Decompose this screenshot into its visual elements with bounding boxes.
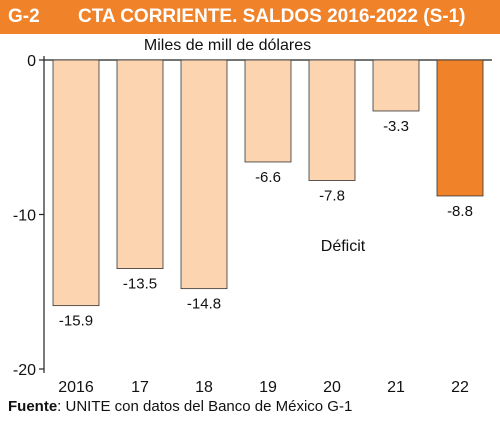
bar bbox=[52, 59, 100, 307]
chart-id: G-2 bbox=[8, 6, 40, 27]
bar bbox=[436, 59, 484, 197]
bar bbox=[116, 59, 164, 269]
x-tick-label: 18 bbox=[195, 379, 213, 396]
y-tick-label: 0 bbox=[27, 53, 36, 70]
unit-label: Miles de mill de dólares bbox=[143, 37, 312, 54]
x-tick-label: 21 bbox=[387, 379, 405, 396]
data-label: -8.8 bbox=[447, 203, 473, 220]
bar bbox=[308, 59, 356, 181]
x-tick-label: 19 bbox=[259, 379, 277, 396]
chart-title: CTA CORRIENTE. SALDOS 2016-2022 (S-1) bbox=[78, 6, 466, 27]
deficit-annotation: Déficit bbox=[321, 238, 366, 255]
data-label: -3.3 bbox=[383, 118, 409, 135]
chart-header: G-2 CTA CORRIENTE. SALDOS 2016-2022 (S-1… bbox=[0, 0, 500, 34]
x-tick-label: 2016 bbox=[58, 379, 94, 396]
x-tick-label: 17 bbox=[131, 379, 149, 396]
bar bbox=[180, 59, 228, 290]
y-tick-label: -10 bbox=[13, 208, 36, 225]
data-label: -6.6 bbox=[255, 169, 281, 186]
source-label: Fuente bbox=[8, 398, 58, 415]
bar bbox=[372, 59, 420, 112]
x-tick-label: 22 bbox=[451, 379, 469, 396]
y-tick-label: -20 bbox=[13, 362, 36, 379]
x-tick-label: 20 bbox=[323, 379, 341, 396]
data-label: -14.8 bbox=[187, 296, 221, 313]
data-label: -15.9 bbox=[59, 313, 93, 330]
source-note: Fuente: UNITE con datos del Banco de Méx… bbox=[8, 398, 352, 415]
data-label: -13.5 bbox=[123, 276, 157, 293]
data-label: -7.8 bbox=[319, 188, 345, 205]
bar bbox=[244, 59, 292, 163]
source-text: : UNITE con datos del Banco de México G-… bbox=[57, 398, 353, 415]
